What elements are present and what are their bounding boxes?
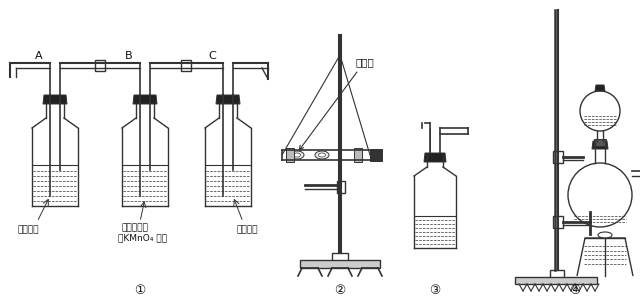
Bar bbox=[550, 270, 564, 278]
Text: A: A bbox=[35, 51, 43, 61]
Polygon shape bbox=[424, 153, 446, 162]
Text: ④: ④ bbox=[570, 284, 580, 297]
Bar bbox=[594, 139, 606, 146]
Polygon shape bbox=[595, 85, 605, 91]
Bar bbox=[95, 60, 105, 71]
Text: B: B bbox=[125, 51, 132, 61]
Bar bbox=[354, 148, 362, 162]
Bar bbox=[332, 253, 348, 261]
Bar bbox=[337, 181, 345, 193]
Ellipse shape bbox=[319, 153, 326, 157]
Text: C: C bbox=[208, 51, 216, 61]
Text: ③: ③ bbox=[429, 284, 440, 297]
Bar bbox=[515, 277, 597, 284]
Bar bbox=[300, 260, 380, 268]
Ellipse shape bbox=[598, 232, 612, 238]
Text: 棉花团: 棉花团 bbox=[300, 57, 374, 150]
Polygon shape bbox=[216, 95, 240, 104]
Circle shape bbox=[580, 91, 620, 131]
Bar bbox=[370, 149, 382, 161]
Bar bbox=[553, 216, 563, 228]
Text: 濃KMnO₄ 溶液: 濃KMnO₄ 溶液 bbox=[118, 233, 167, 242]
Polygon shape bbox=[592, 141, 608, 149]
Polygon shape bbox=[133, 95, 157, 104]
Ellipse shape bbox=[315, 151, 329, 159]
Ellipse shape bbox=[290, 151, 304, 159]
Text: 品红溶液: 品红溶液 bbox=[236, 225, 257, 234]
Text: 硫酸酸化的: 硫酸酸化的 bbox=[121, 223, 148, 232]
Text: ①: ① bbox=[134, 284, 146, 297]
Bar bbox=[181, 60, 191, 71]
Polygon shape bbox=[43, 95, 67, 104]
Text: 品红溶液: 品红溶液 bbox=[17, 225, 38, 234]
Text: ②: ② bbox=[334, 284, 346, 297]
Ellipse shape bbox=[294, 153, 301, 157]
Circle shape bbox=[568, 163, 632, 227]
Bar bbox=[286, 148, 294, 162]
Bar bbox=[553, 151, 563, 163]
